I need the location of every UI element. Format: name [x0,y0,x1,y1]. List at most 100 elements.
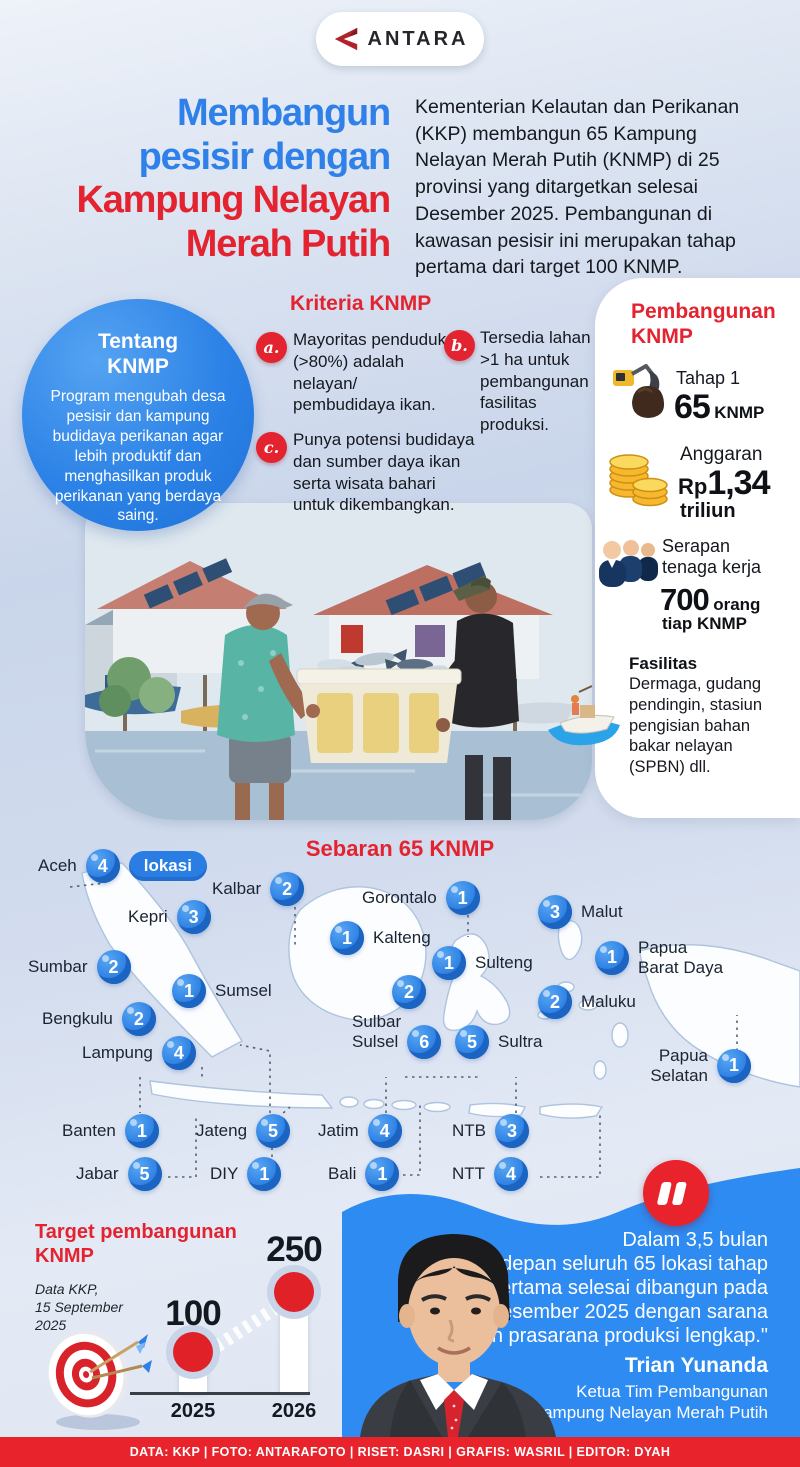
count-badge: 1 [172,974,206,1008]
province-label: Kalteng [373,928,431,947]
stat-unit-triliun: triliun [680,500,736,522]
province-label: Gorontalo [362,888,437,907]
province-label: Sumsel [215,981,272,1000]
value-2026: 250 [266,1230,322,1269]
province-marker-gorontalo: Gorontalo 1 [362,881,480,915]
province-label: Bengkulu [42,1009,113,1028]
province-label: Papua Barat Daya [638,938,724,977]
stat-value-tahap: 65 KNMP [674,388,764,427]
province-label: Bali [328,1164,357,1183]
count-badge: 2 [392,975,426,1009]
count-badge: 5 [455,1025,489,1059]
target-source: Data KKP, 15 September 2025 [35,1281,123,1334]
province-marker-malut: 3 Malut [538,895,623,929]
excavator-sack-icon [613,364,665,418]
year-2026: 2026 [271,1400,317,1422]
stat-value-serapan: 700 orang [660,582,760,618]
count-badge: 4 [494,1157,529,1191]
count-badge: 5 [256,1114,291,1148]
province-label: Sultra [498,1032,543,1051]
brand-name: ANTARA [367,27,469,50]
province-label: Papua Selatan [650,1046,708,1085]
facilities-body: Dermaga, gudang pendingin, stasiun pengi… [629,675,763,777]
development-title: Pembangunan KNMP [631,300,776,348]
stat-label-anggaran: Anggaran [680,444,763,465]
chart-baseline [130,1392,310,1395]
province-label: Jatim [318,1121,359,1140]
province-label: Kalbar [212,879,262,898]
growth-dashed-connector [204,1294,292,1358]
province-label: Sumbar [28,957,88,976]
value-2025: 100 [165,1294,221,1333]
province-marker-jabar: Jabar 5 [76,1157,162,1191]
facilities-title: Fasilitas [629,654,698,673]
province-marker-papua-selatan: Papua Selatan 1 [648,1046,751,1085]
stat-unit: orang [713,595,761,614]
count-badge: 6 [407,1025,442,1059]
province-label: Jabar [76,1164,119,1183]
province-marker-diy: DIY 1 [210,1157,282,1191]
criteria-letter: a. [263,338,280,357]
lokasi-badge: lokasi [128,851,207,881]
criteria-title: Kriteria KNMP [290,292,432,315]
about-body: Program mengubah desa pesisir dan kampun… [50,388,226,525]
criteria-letter: c. [263,438,280,457]
count-badge: 1 [432,946,466,980]
count-badge: 1 [124,1114,159,1148]
province-marker-kalbar: Kalbar 2 [212,872,305,906]
count-badge: 4 [161,1036,196,1070]
province-marker-jateng: Jateng 5 [196,1114,291,1148]
province-marker-sulbar: 2 Sulbar [352,975,426,1032]
count-badge: 2 [121,1002,156,1036]
headline-red: Kampung Nelayan Merah Putih [76,179,391,266]
province-label: Sulteng [475,953,533,972]
province-marker-maluku: 2 Maluku [538,985,636,1019]
province-marker-ntt: NTT 4 [452,1157,529,1191]
province-marker-sulteng: 1 Sulteng [432,946,533,980]
antara-logo-icon [334,27,357,51]
province-marker-lampung: Lampung 4 [82,1036,196,1070]
province-marker-sultra: 5 Sultra [455,1025,542,1059]
province-marker-jatim: Jatim 4 [318,1114,402,1148]
province-marker-kalteng: 1 Kalteng [330,921,431,955]
province-marker-aceh: Aceh 4 lokasi [38,849,207,883]
about-title: Tentang KNMP [97,330,179,379]
intro-paragraph: Kementerian Kelautan dan Perikanan (KKP)… [415,96,740,279]
province-marker-sumsel: 1 Sumsel [172,974,272,1008]
bar-2026 [280,1307,308,1392]
target-title: Target pembangunan KNMP [35,1221,237,1267]
quote-author-role: Ketua Tim Pembangunan Kampung Nelayan Me… [531,1382,768,1423]
criteria-text-b: Tersedia lahan >1 ha untuk pembangunan f… [480,328,591,434]
province-label: Banten [62,1121,116,1140]
province-label: DIY [210,1164,239,1183]
stat-unit2: tiap KNMP [662,614,747,633]
about-knmp-card: Tentang KNMP Program mengubah desa pesis… [22,299,254,531]
criteria-badge-b: b. [444,330,475,361]
stat-label-tahap: Tahap 1 [676,368,741,388]
dartboard-target-icon [47,1330,152,1430]
count-badge: 3 [176,900,211,934]
count-badge: 2 [96,950,131,984]
province-label: Malut [581,902,623,921]
province-label: Aceh [38,856,77,875]
count-badge: 2 [538,985,572,1019]
count-badge: 4 [85,849,120,883]
boat-icon [548,685,620,746]
criteria-badge-c: c. [256,432,287,463]
province-label: Jateng [196,1121,248,1140]
count-badge: 2 [270,872,305,906]
workers-icon [599,540,658,587]
province-marker-bali: Bali 1 [328,1157,400,1191]
stat-label-serapan: Serapan tenaga kerja [662,536,762,577]
currency-prefix: Rp [678,474,708,499]
indonesia-map [69,862,800,1178]
headline-blue: Membangun pesisir dengan [138,92,392,178]
stat-unit: KNMP [714,403,765,422]
count-badge: 1 [445,881,480,915]
stat-value: 65 [674,388,711,426]
stat-value: 1,34 [707,464,770,502]
footer-credits: DATA: KKP | FOTO: ANTARAFOTO | RISET: DA… [0,1437,800,1467]
year-2025: 2025 [170,1400,216,1422]
count-badge: 1 [595,940,629,975]
